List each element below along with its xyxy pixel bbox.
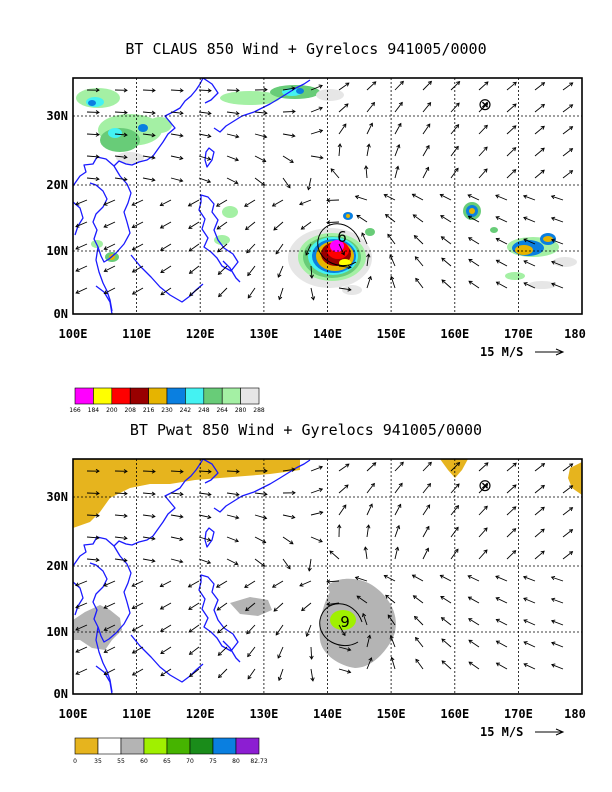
x-axis-ticks: 100E 110E 120E 130E 140E 150E 160E 170E … bbox=[59, 707, 586, 721]
colorbar-swatch bbox=[166, 387, 186, 405]
wind-vectors bbox=[75, 80, 574, 301]
colorbar-claus: 166 184 200 208 216 230 242 248 264 280 288 bbox=[69, 387, 265, 414]
colorbar-label: 248 bbox=[198, 407, 210, 414]
x-tick: 160E bbox=[440, 327, 469, 341]
colorbar-label: 0 bbox=[73, 758, 77, 765]
x-tick: 130E bbox=[249, 327, 278, 341]
wind-ref-label: 15 M/S bbox=[480, 725, 523, 739]
colorbar-label: 200 bbox=[106, 407, 118, 414]
x-tick: 180 bbox=[564, 707, 586, 721]
x-tick: 140E bbox=[313, 327, 342, 341]
x-tick: 110E bbox=[122, 327, 151, 341]
colorbar-swatch bbox=[212, 737, 237, 755]
colorbar-swatch bbox=[185, 387, 205, 405]
y-tick: 10N bbox=[46, 625, 68, 639]
storm-label: 6 bbox=[337, 228, 347, 246]
colorbar-swatch bbox=[74, 737, 99, 755]
colorbar-swatch bbox=[189, 737, 214, 755]
map-frame bbox=[72, 458, 583, 695]
colorbar-label: 280 bbox=[235, 407, 247, 414]
colorbar-swatch bbox=[235, 737, 260, 755]
colorbar-label: 242 bbox=[180, 407, 192, 414]
y-tick: 20N bbox=[46, 559, 68, 573]
colorbar-label: 55 bbox=[117, 758, 125, 765]
x-tick: 170E bbox=[504, 707, 533, 721]
colorbar-swatch bbox=[203, 387, 223, 405]
x-tick: 120E bbox=[186, 707, 215, 721]
y-axis-ticks: 30N 20N 10N 0N bbox=[46, 109, 68, 321]
colorbar-label: 216 bbox=[143, 407, 155, 414]
colorbar-swatch bbox=[143, 737, 168, 755]
x-tick: 150E bbox=[377, 327, 406, 341]
x-tick: 150E bbox=[377, 707, 406, 721]
colorbar-swatch bbox=[111, 387, 131, 405]
colorbar-label: 166 bbox=[69, 407, 81, 414]
colorbar-swatch bbox=[74, 387, 94, 405]
colorbar-label: 264 bbox=[216, 407, 228, 414]
y-tick: 10N bbox=[46, 244, 68, 258]
y-tick: 0N bbox=[54, 307, 68, 321]
colorbar-label: 230 bbox=[161, 407, 173, 414]
map-panel-claus bbox=[72, 77, 583, 315]
gyre-marker-icon: ⊗ bbox=[478, 476, 492, 496]
gyre-marker-icon: ⊗ bbox=[478, 95, 492, 115]
y-tick: 30N bbox=[46, 109, 68, 123]
map-frame bbox=[72, 77, 583, 315]
coastline bbox=[73, 459, 311, 694]
storm-label: 9 bbox=[340, 613, 350, 631]
colorbar-swatch bbox=[120, 737, 145, 755]
colorbar-label: 184 bbox=[88, 407, 100, 414]
wind-ref-label: 15 M/S bbox=[480, 345, 523, 359]
x-tick: 100E bbox=[59, 707, 88, 721]
colorbar-swatch bbox=[93, 387, 113, 405]
wind-reference: 15 M/S bbox=[480, 345, 565, 359]
colorbar-label: 35 bbox=[94, 758, 102, 765]
wind-vectors bbox=[75, 461, 574, 682]
colorbar-label: 208 bbox=[124, 407, 136, 414]
colorbar-label: 288 bbox=[253, 407, 265, 414]
x-tick: 110E bbox=[122, 707, 151, 721]
y-tick: 0N bbox=[54, 687, 68, 701]
colorbar-label: 82.73 bbox=[250, 758, 267, 765]
colorbar-swatch bbox=[129, 387, 149, 405]
x-tick: 180 bbox=[564, 327, 586, 341]
colorbar-swatch bbox=[148, 387, 168, 405]
y-tick: 20N bbox=[46, 178, 68, 192]
panel-1-title: BT CLAUS 850 Wind + Gyrelocs 941005/0000 bbox=[125, 40, 487, 58]
y-tick: 30N bbox=[46, 490, 68, 504]
colorbar-label: 65 bbox=[163, 758, 171, 765]
panel-2-title: BT Pwat 850 Wind + Gyrelocs 941005/0000 bbox=[129, 421, 483, 439]
colorbar-label: 75 bbox=[209, 758, 217, 765]
y-axis-ticks: 30N 20N 10N 0N bbox=[46, 490, 68, 701]
cloud-fields bbox=[76, 85, 577, 295]
colorbar-label: 80 bbox=[232, 758, 240, 765]
x-axis-ticks: 100E 110E 120E 130E 140E 150E 160E 170E … bbox=[59, 327, 586, 341]
colorbar-swatch bbox=[97, 737, 122, 755]
colorbar-label: 60 bbox=[140, 758, 148, 765]
colorbar-label: 70 bbox=[186, 758, 194, 765]
map-panel-pwat bbox=[72, 458, 583, 695]
wind-reference: 15 M/S bbox=[480, 725, 565, 739]
x-tick: 170E bbox=[504, 327, 533, 341]
x-tick: 100E bbox=[59, 327, 88, 341]
colorbar-swatch bbox=[221, 387, 241, 405]
x-tick: 140E bbox=[313, 707, 342, 721]
x-tick: 160E bbox=[440, 707, 469, 721]
colorbar-swatch bbox=[166, 737, 191, 755]
colorbar-swatch bbox=[240, 387, 260, 405]
x-tick: 130E bbox=[249, 707, 278, 721]
x-tick: 120E bbox=[186, 327, 215, 341]
colorbar-pwat: 0 35 55 60 65 70 75 80 82.73 bbox=[73, 737, 268, 765]
